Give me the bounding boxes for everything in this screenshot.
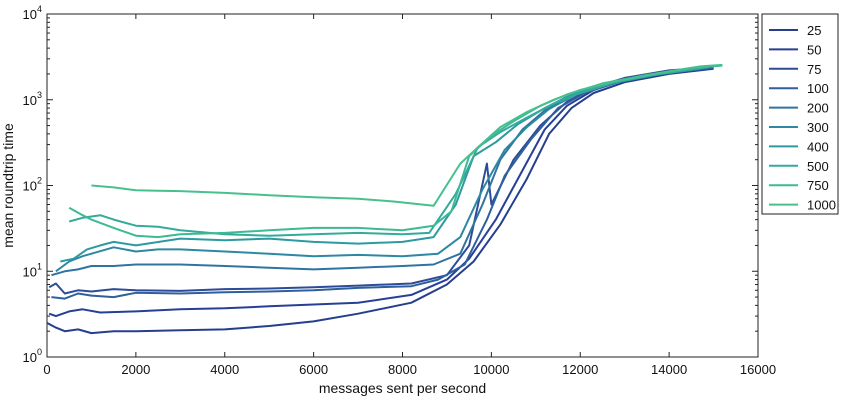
y-axis-label: mean roundtrip time <box>0 123 16 248</box>
legend-label: 25 <box>807 23 821 38</box>
y-tick-label: 100 <box>23 347 42 365</box>
y-tick-label: 103 <box>23 90 42 108</box>
y-tick-label: 102 <box>23 176 42 194</box>
plot-area <box>46 13 759 358</box>
x-tick-label: 16000 <box>740 362 776 377</box>
y-tick-exponent: 4 <box>37 4 42 14</box>
legend: 25 50 75 100 200 300 400 500 750 1000 <box>761 13 839 215</box>
y-tick-base: 10 <box>23 350 37 365</box>
legend-label: 400 <box>807 139 829 154</box>
legend-label: 750 <box>807 178 829 193</box>
y-tick-exponent: 3 <box>37 90 42 100</box>
series-line-75 <box>48 66 714 295</box>
x-tick-label: 14000 <box>651 362 687 377</box>
x-tick-label: 0 <box>43 362 50 377</box>
legend-label: 100 <box>807 81 829 96</box>
x-tick-label: 2000 <box>121 362 150 377</box>
x-tick-label: 6000 <box>299 362 328 377</box>
y-tick-base: 10 <box>23 7 37 22</box>
x-tick-label: 12000 <box>562 362 598 377</box>
series-line-25 <box>46 67 714 335</box>
y-tick-exponent: 2 <box>37 176 42 186</box>
y-tick-label: 104 <box>23 4 42 22</box>
x-tick-label: 4000 <box>210 362 239 377</box>
x-axis-label: messages sent per second <box>319 380 486 396</box>
axis-ticks: 0 2000 4000 6000 8000 10000 12000 14000 16000100… <box>23 4 777 377</box>
legend-label: 75 <box>807 62 821 77</box>
series-lines <box>46 63 723 335</box>
legend-label: 300 <box>807 120 829 135</box>
y-tick-base: 10 <box>23 93 37 108</box>
series-line-100 <box>51 66 714 300</box>
series-line-300 <box>55 67 701 273</box>
series-line-1000 <box>91 63 723 207</box>
series-line-50 <box>48 67 705 318</box>
legend-box <box>761 13 839 215</box>
legend-label: 1000 <box>807 198 836 213</box>
series-line-500 <box>68 66 710 237</box>
y-tick-exponent: 0 <box>37 347 42 357</box>
y-tick-base: 10 <box>23 264 37 279</box>
legend-label: 50 <box>807 42 821 57</box>
y-tick-label: 101 <box>23 261 42 279</box>
y-tick-base: 10 <box>23 179 37 194</box>
legend-label: 200 <box>807 101 829 116</box>
legend-label: 500 <box>807 159 829 174</box>
y-tick-exponent: 1 <box>37 261 42 271</box>
x-tick-label: 8000 <box>388 362 417 377</box>
x-tick-label: 10000 <box>473 362 509 377</box>
